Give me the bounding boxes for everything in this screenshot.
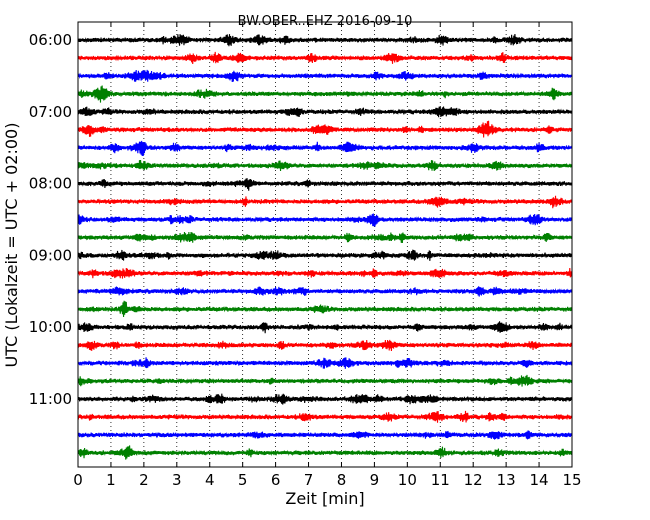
trace-0800 <box>77 178 573 191</box>
x-tick-label: 8 <box>337 471 347 489</box>
x-tick-label: 7 <box>304 471 314 489</box>
x-tick-label: 14 <box>530 471 549 489</box>
x-tick-label: 10 <box>398 471 417 489</box>
x-tick-label: 4 <box>205 471 215 489</box>
y-tick-label: 09:00 <box>29 246 72 264</box>
trace-1045 <box>77 374 573 387</box>
trace-0930 <box>77 286 573 297</box>
x-tick-label: 3 <box>172 471 182 489</box>
x-tick-label: 2 <box>139 471 149 489</box>
trace-0715 <box>77 120 573 138</box>
trace-0730 <box>77 140 573 157</box>
trace-1015 <box>77 339 573 351</box>
trace-1100 <box>77 393 573 405</box>
trace-1145 <box>77 445 573 460</box>
x-tick-label: 12 <box>464 471 483 489</box>
trace-0745 <box>77 160 573 172</box>
x-axis-label: Zeit [min] <box>285 489 364 508</box>
x-tick-label: 15 <box>562 471 581 489</box>
trace-0900 <box>77 249 573 261</box>
trace-0815 <box>77 195 573 209</box>
trace-1130 <box>77 430 573 440</box>
trace-0845 <box>77 231 573 243</box>
trace-0645 <box>77 85 573 103</box>
x-tick-label: 13 <box>497 471 516 489</box>
x-tick-label: 11 <box>431 471 450 489</box>
plot-frame <box>77 21 573 468</box>
trace-1030 <box>77 357 573 369</box>
trace-0700 <box>77 106 573 118</box>
y-tick-label: 10:00 <box>29 318 72 336</box>
trace-0830 <box>77 213 573 227</box>
trace-0615 <box>77 51 573 65</box>
trace-1000 <box>77 321 573 334</box>
y-tick-label: 08:00 <box>29 175 72 193</box>
x-tick-label: 5 <box>238 471 248 489</box>
y-axis-label: UTC (Lokalzeit = UTC + 02:00) <box>2 123 21 368</box>
y-tick-label: 07:00 <box>29 103 72 121</box>
chart-title: BW.OBER..EHZ 2016-09-10 <box>238 14 413 29</box>
y-tick-label: 11:00 <box>29 390 72 408</box>
axis-ticks: 0 1 2 3 4 5 6 7 8 9 10 11 12 13 14 1506:0007:0008:0009:… <box>29 22 582 489</box>
trace-0945 <box>77 300 573 318</box>
x-tick-label: 0 <box>73 471 83 489</box>
x-tick-label: 9 <box>370 471 380 489</box>
x-tick-label: 1 <box>106 471 116 489</box>
trace-0915 <box>77 267 573 279</box>
trace-0630 <box>77 69 573 82</box>
x-tick-label: 6 <box>271 471 281 489</box>
trace-0600 <box>77 34 573 47</box>
trace-1115 <box>77 410 573 423</box>
y-tick-label: 06:00 <box>29 31 72 49</box>
traces <box>77 34 573 460</box>
